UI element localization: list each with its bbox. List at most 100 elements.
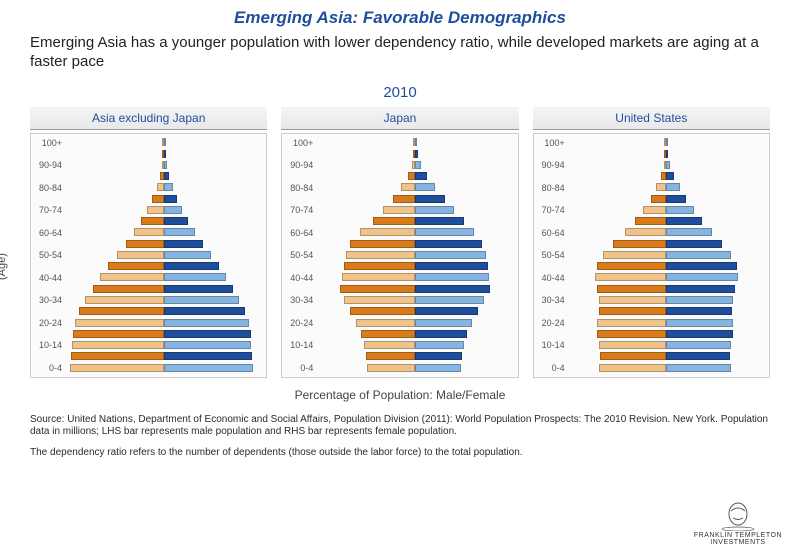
male-bar <box>597 319 666 327</box>
female-bar <box>666 217 702 225</box>
y-tick: 40-44 <box>536 273 565 283</box>
male-bar <box>408 172 415 180</box>
female-bar <box>415 330 467 338</box>
age-row <box>316 340 513 350</box>
female-bar <box>415 296 484 304</box>
male-bar <box>364 341 415 349</box>
female-bar <box>164 161 167 169</box>
female-bar <box>164 352 253 360</box>
y-tick: 10-14 <box>33 340 62 350</box>
footnote-text: The dependency ratio refers to the numbe… <box>30 447 770 458</box>
male-bar <box>344 262 415 270</box>
female-bar <box>666 150 668 158</box>
female-bar <box>164 206 183 214</box>
female-bar <box>164 307 245 315</box>
age-row <box>65 239 262 249</box>
male-bar <box>108 262 163 270</box>
female-bar <box>415 364 461 372</box>
age-row <box>316 171 513 181</box>
male-bar <box>344 296 415 304</box>
y-tick: 100+ <box>33 138 62 148</box>
age-row <box>568 138 765 148</box>
y-tick: 30-34 <box>284 295 313 305</box>
age-row <box>568 228 765 238</box>
female-bar <box>415 206 454 214</box>
age-row <box>316 306 513 316</box>
male-bar <box>360 228 415 236</box>
y-tick-labels: 100+90-9480-8470-7460-6450-5440-4430-342… <box>284 138 316 373</box>
age-row <box>568 352 765 362</box>
y-tick: 60-64 <box>33 228 62 238</box>
age-row <box>316 295 513 305</box>
y-tick: 40-44 <box>33 273 62 283</box>
female-bar <box>666 206 694 214</box>
male-bar <box>625 228 666 236</box>
female-bar <box>164 285 233 293</box>
subtitle: Emerging Asia has a younger population w… <box>30 34 770 72</box>
male-bar <box>599 364 666 372</box>
y-tick-labels: 100+90-9480-8470-7460-6450-5440-4430-342… <box>536 138 568 373</box>
female-bar <box>666 228 711 236</box>
male-bar <box>342 273 415 281</box>
male-bar <box>383 206 415 214</box>
female-bar <box>164 217 189 225</box>
male-bar <box>75 319 164 327</box>
male-bar <box>157 183 164 191</box>
y-tick: 50-54 <box>284 250 313 260</box>
male-bar <box>117 251 163 259</box>
female-bar <box>415 183 435 191</box>
female-bar <box>415 285 490 293</box>
age-row <box>316 205 513 215</box>
female-bar <box>415 217 464 225</box>
age-row <box>568 183 765 193</box>
franklin-head-icon <box>721 501 755 531</box>
male-bar <box>366 352 415 360</box>
age-row <box>65 340 262 350</box>
female-bar <box>164 262 219 270</box>
male-bar <box>373 217 415 225</box>
age-row <box>65 273 262 283</box>
female-bar <box>164 240 203 248</box>
female-bar <box>415 341 464 349</box>
y-tick: 0-4 <box>536 363 565 373</box>
male-bar <box>599 341 666 349</box>
female-bar <box>666 307 732 315</box>
age-row <box>316 329 513 339</box>
age-row <box>65 284 262 294</box>
age-row <box>316 284 513 294</box>
female-bar <box>666 251 731 259</box>
female-bar <box>666 273 738 281</box>
male-bar <box>597 285 666 293</box>
female-bar <box>415 172 427 180</box>
y-tick: 50-54 <box>33 250 62 260</box>
pyramid-panel: Japan100+90-9480-8470-7460-6450-5440-443… <box>281 107 518 378</box>
age-row <box>316 363 513 373</box>
male-bar <box>643 206 667 214</box>
y-tick: 90-94 <box>536 160 565 170</box>
age-row <box>316 216 513 226</box>
female-bar <box>666 341 731 349</box>
male-bar <box>93 285 164 293</box>
female-bar <box>164 341 252 349</box>
female-bar <box>666 352 730 360</box>
female-bar <box>415 195 445 203</box>
bars-container <box>568 138 765 373</box>
female-bar <box>666 172 674 180</box>
age-row <box>316 228 513 238</box>
age-row <box>316 250 513 260</box>
female-bar <box>666 262 737 270</box>
male-bar <box>600 352 666 360</box>
female-bar <box>164 273 226 281</box>
y-tick: 10-14 <box>536 340 565 350</box>
male-bar <box>85 296 164 304</box>
male-bar <box>361 330 415 338</box>
female-bar <box>164 330 251 338</box>
age-row <box>65 306 262 316</box>
female-bar <box>666 319 733 327</box>
female-bar <box>415 352 462 360</box>
y-tick: 70-74 <box>33 205 62 215</box>
bars-container <box>316 138 513 373</box>
age-row <box>316 194 513 204</box>
female-bar <box>415 228 474 236</box>
male-bar <box>367 364 415 372</box>
